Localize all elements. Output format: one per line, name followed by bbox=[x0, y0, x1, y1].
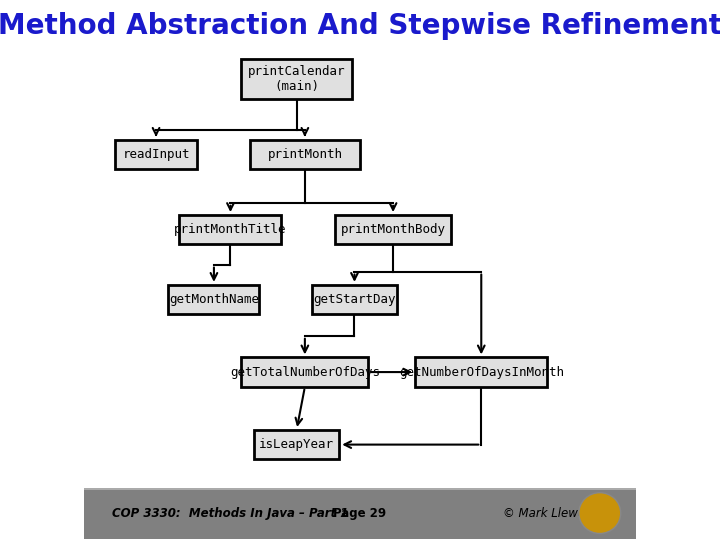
Bar bbox=[254, 430, 339, 460]
Bar bbox=[336, 215, 451, 245]
Bar bbox=[84, 488, 636, 538]
Text: Page 29: Page 29 bbox=[333, 507, 387, 519]
Circle shape bbox=[579, 492, 621, 534]
Text: getMonthName: getMonthName bbox=[169, 293, 259, 306]
Bar bbox=[84, 488, 636, 490]
Text: isLeapYear: isLeapYear bbox=[259, 438, 334, 451]
Bar bbox=[179, 215, 282, 245]
Text: printMonth: printMonth bbox=[267, 148, 343, 161]
Text: getTotalNumberOfDays: getTotalNumberOfDays bbox=[230, 366, 380, 379]
Text: readInput: readInput bbox=[122, 148, 190, 161]
Text: Method Abstraction And Stepwise Refinement: Method Abstraction And Stepwise Refineme… bbox=[0, 11, 720, 39]
Bar bbox=[168, 285, 259, 314]
Bar bbox=[241, 357, 368, 387]
Text: getStartDay: getStartDay bbox=[313, 293, 396, 306]
Text: printCalendar
(main): printCalendar (main) bbox=[248, 65, 346, 93]
Text: © Mark Llewellyn: © Mark Llewellyn bbox=[503, 507, 606, 519]
Text: printMonthBody: printMonthBody bbox=[341, 223, 446, 236]
Bar bbox=[114, 140, 197, 169]
Bar bbox=[250, 140, 360, 169]
Text: getNumberOfDaysInMonth: getNumberOfDaysInMonth bbox=[399, 366, 564, 379]
Text: printMonthTitle: printMonthTitle bbox=[174, 223, 287, 236]
Text: COP 3330:  Methods In Java – Part 1: COP 3330: Methods In Java – Part 1 bbox=[112, 507, 348, 519]
Bar bbox=[415, 357, 547, 387]
Bar bbox=[241, 59, 352, 99]
Bar bbox=[312, 285, 397, 314]
